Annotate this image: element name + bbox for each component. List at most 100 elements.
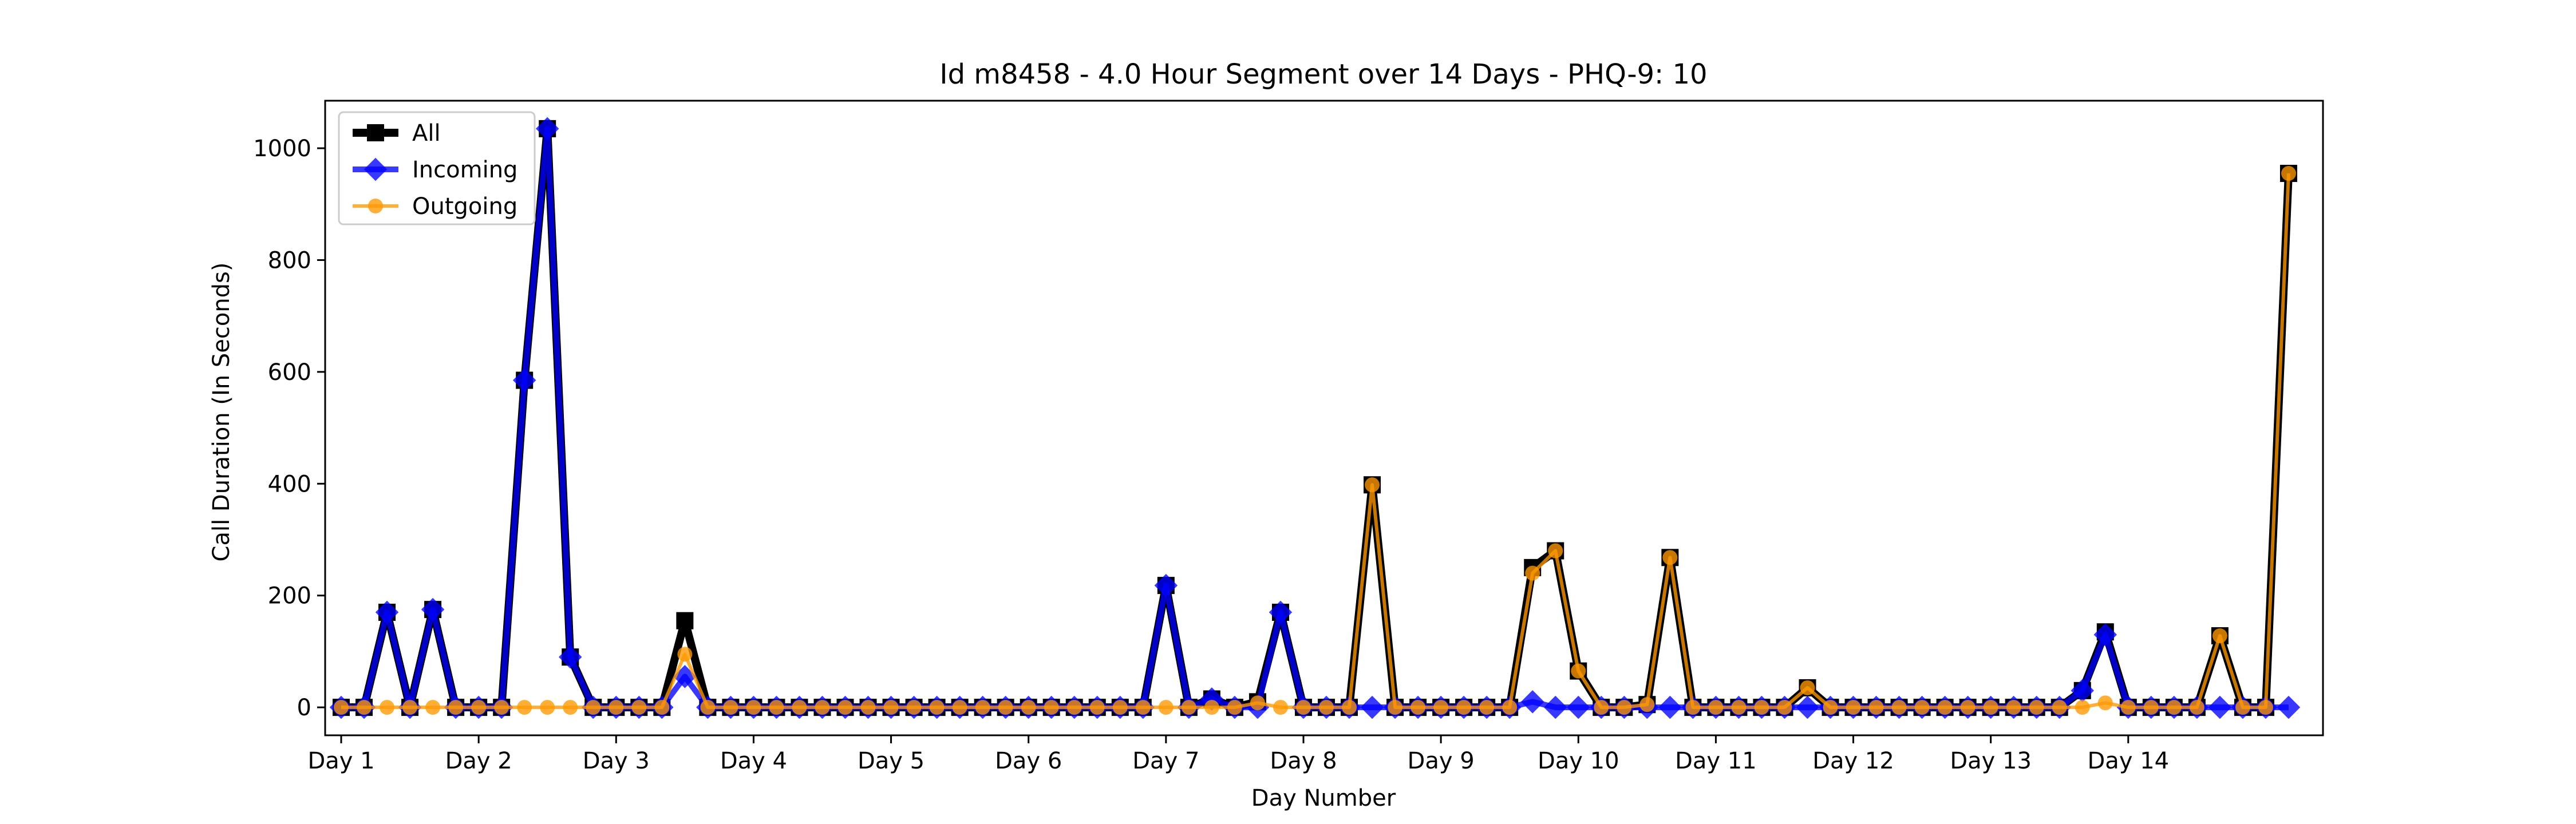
data-point	[1777, 700, 1792, 715]
data-point	[1754, 700, 1769, 715]
x-tick-label: Day 11	[1675, 748, 1757, 774]
x-tick-label: Day 2	[445, 748, 512, 774]
data-point	[837, 700, 853, 715]
series-outgoing	[334, 166, 2296, 715]
series-incoming	[329, 117, 2301, 719]
legend-frame	[338, 111, 536, 225]
data-point	[425, 700, 441, 715]
y-tick-label: 0	[297, 695, 311, 721]
data-point	[1685, 700, 1701, 715]
data-point	[1502, 700, 1518, 715]
data-point	[1295, 700, 1311, 715]
data-point	[998, 700, 1013, 715]
data-point	[1914, 700, 1930, 715]
data-point	[700, 700, 716, 715]
data-point	[609, 700, 624, 715]
data-point	[1617, 700, 1632, 715]
data-point	[1658, 695, 1682, 719]
legend-label: Outgoing	[412, 193, 517, 220]
data-point	[883, 700, 899, 715]
data-point	[2143, 700, 2159, 715]
data-point	[1800, 680, 1815, 695]
data-point	[1154, 573, 1178, 597]
data-point	[2235, 700, 2250, 715]
data-point	[1960, 700, 1976, 715]
data-point	[746, 700, 761, 715]
data-point	[535, 117, 559, 141]
data-point	[631, 700, 647, 715]
data-point	[1089, 700, 1105, 715]
data-point	[1662, 550, 1678, 565]
data-point	[471, 700, 487, 715]
data-point	[1204, 700, 1219, 715]
data-point	[2281, 166, 2296, 181]
data-point	[929, 700, 945, 715]
data-point	[586, 700, 601, 715]
y-tick-label: 1000	[253, 136, 311, 162]
data-point	[517, 700, 532, 715]
data-point	[1021, 700, 1036, 715]
data-point	[1937, 700, 1953, 715]
data-point	[380, 700, 395, 715]
data-point	[1731, 700, 1747, 715]
data-point	[2120, 700, 2136, 715]
data-point	[1250, 695, 1265, 711]
data-point	[1823, 700, 1838, 715]
data-point	[1891, 700, 1907, 715]
data-point	[558, 645, 582, 669]
data-point	[334, 700, 349, 715]
data-point	[2093, 623, 2117, 647]
data-point	[2277, 695, 2301, 719]
legend-item: Outgoing	[353, 193, 517, 220]
legend: All Incoming Outgoing	[338, 111, 536, 225]
data-point	[1342, 700, 1357, 715]
data-point	[1360, 695, 1384, 719]
chart-title: Id m8458 - 4.0 Hour Segment over 14 Days…	[939, 58, 1707, 90]
data-point	[860, 700, 876, 715]
data-point	[1158, 700, 1174, 715]
data-point	[357, 700, 372, 715]
legend-label: Incoming	[412, 157, 517, 183]
data-point	[1112, 700, 1128, 715]
data-point	[1319, 700, 1334, 715]
data-point	[906, 700, 922, 715]
data-point	[540, 700, 555, 715]
data-point	[769, 700, 784, 715]
x-tick-label: Day 7	[1132, 748, 1199, 774]
data-point	[1269, 600, 1293, 624]
x-tick-label: Day 1	[307, 748, 374, 774]
data-point	[1479, 700, 1495, 715]
data-point	[1708, 700, 1724, 715]
y-tick-label: 800	[268, 247, 311, 274]
data-point	[2208, 695, 2232, 719]
data-point	[1571, 663, 1586, 679]
legend-marker	[368, 199, 383, 213]
data-point	[1066, 700, 1082, 715]
x-tick-label: Day 10	[1538, 748, 1619, 774]
data-point	[676, 612, 694, 629]
data-point	[494, 700, 509, 715]
x-tick-label: Day 5	[858, 748, 924, 774]
y-tick-label: 400	[268, 471, 311, 497]
data-point	[2166, 700, 2182, 715]
x-tick-label: Day 14	[2088, 748, 2170, 774]
plot-area	[329, 117, 2301, 719]
data-point	[1181, 700, 1196, 715]
data-point	[421, 597, 445, 621]
data-point	[2029, 700, 2044, 715]
data-point	[1543, 695, 1567, 719]
plot-frame	[324, 100, 2324, 736]
data-point	[1273, 700, 1288, 715]
x-tick-label: Day 13	[1950, 748, 2032, 774]
data-point	[1044, 700, 1059, 715]
data-point	[1227, 700, 1242, 715]
data-point	[1983, 700, 1998, 715]
data-point	[1868, 700, 1884, 715]
data-point	[2075, 700, 2090, 715]
data-point	[723, 700, 738, 715]
data-point	[792, 700, 807, 715]
data-point	[1567, 695, 1590, 719]
data-point	[1525, 565, 1540, 581]
data-point	[1411, 700, 1426, 715]
